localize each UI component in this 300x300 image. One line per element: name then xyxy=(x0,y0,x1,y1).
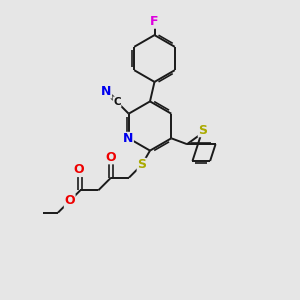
Text: N: N xyxy=(123,132,133,146)
Text: S: S xyxy=(137,158,146,171)
Text: F: F xyxy=(150,15,159,28)
Text: C: C xyxy=(113,97,121,107)
Text: O: O xyxy=(64,194,75,208)
Text: S: S xyxy=(198,124,207,137)
Text: N: N xyxy=(101,85,112,98)
Text: O: O xyxy=(106,151,116,164)
Text: O: O xyxy=(74,164,84,176)
